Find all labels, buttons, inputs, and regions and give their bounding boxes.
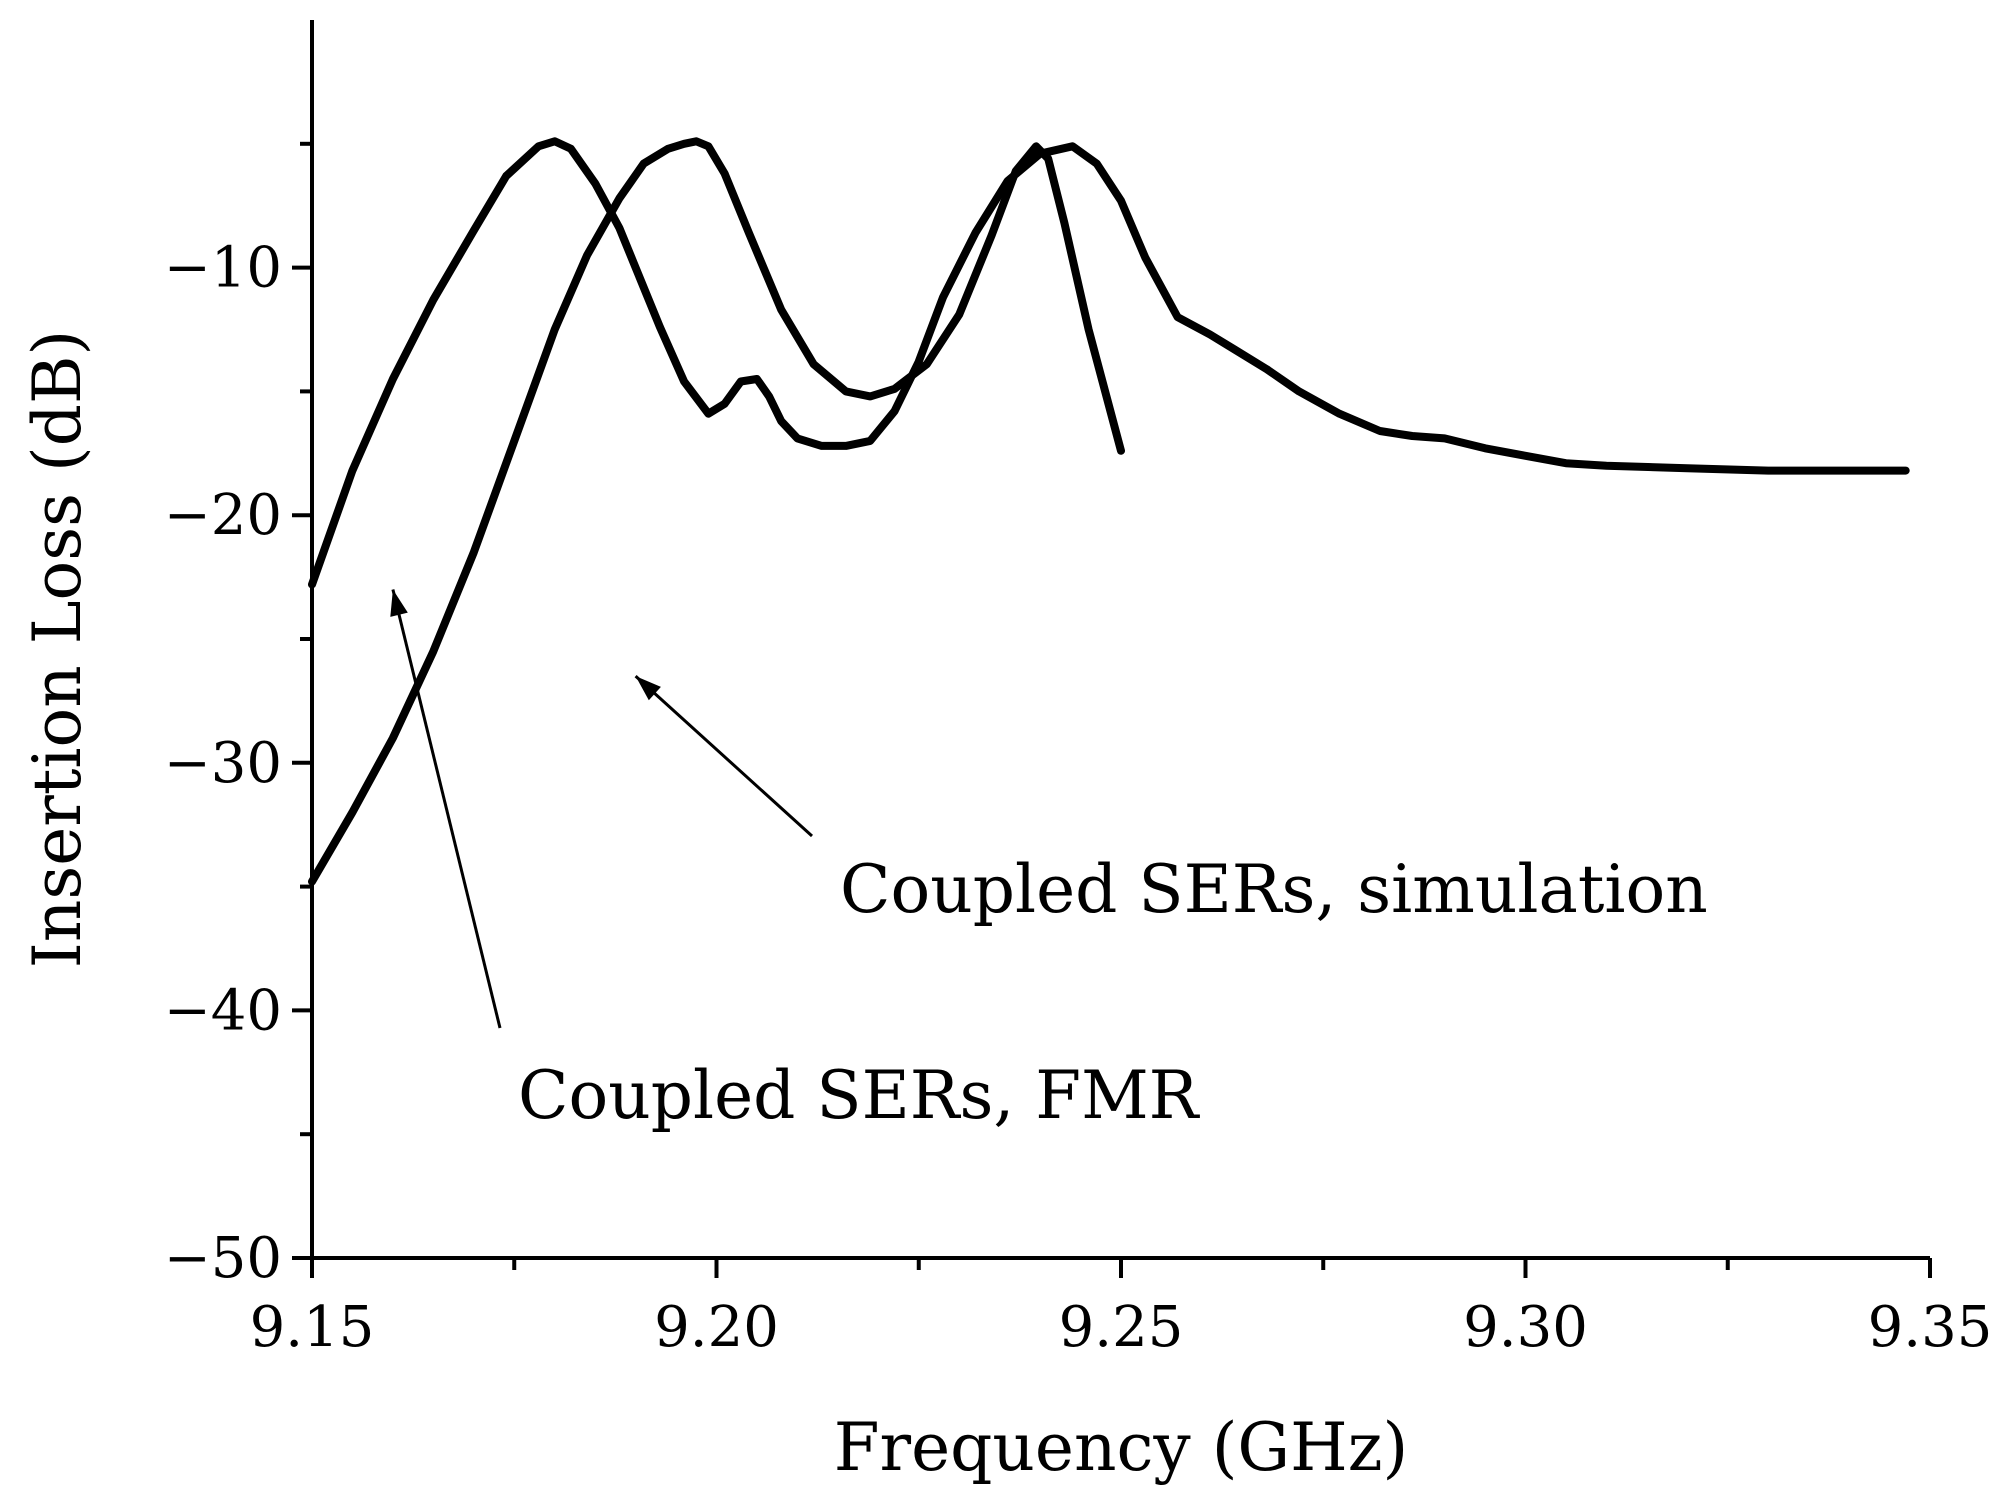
y-tick-label: −40	[164, 978, 282, 1043]
annotation-arrows	[390, 589, 814, 1029]
x-tick-label: 9.30	[1463, 1295, 1588, 1360]
fmr-arrow-head	[390, 589, 408, 617]
x-tick-label: 9.25	[1059, 1295, 1184, 1360]
y-tick-label: −20	[164, 483, 282, 548]
y-tick-label: −30	[164, 731, 282, 796]
y-axis-title: Insertion Loss (dB)	[19, 330, 96, 968]
x-tick-label: 9.15	[250, 1295, 375, 1360]
x-tick-label: 9.20	[654, 1295, 779, 1360]
simulation-arrow-shaft	[634, 675, 814, 838]
y-ticks: −50 −40 −30 −20 −10	[164, 141, 312, 1291]
x-axis-title: Frequency (GHz)	[834, 1409, 1409, 1486]
x-tick-label: 9.35	[1868, 1295, 1993, 1360]
series-line-fmr	[308, 137, 1910, 589]
series-layer	[308, 137, 1910, 886]
series-line-simulation	[308, 137, 1125, 886]
simulation-arrow-head	[635, 676, 661, 701]
annotation-fmr: Coupled SERs, FMR	[518, 1057, 1201, 1134]
x-ticks: 9.15 9.20 9.25 9.30 9.35	[250, 1258, 1993, 1360]
y-tick-label: −50	[164, 1226, 282, 1291]
y-tick-label: −10	[164, 236, 282, 301]
fmr-arrow-shaft	[391, 589, 502, 1029]
annotation-simulation: Coupled SERs, simulation	[840, 851, 1708, 928]
